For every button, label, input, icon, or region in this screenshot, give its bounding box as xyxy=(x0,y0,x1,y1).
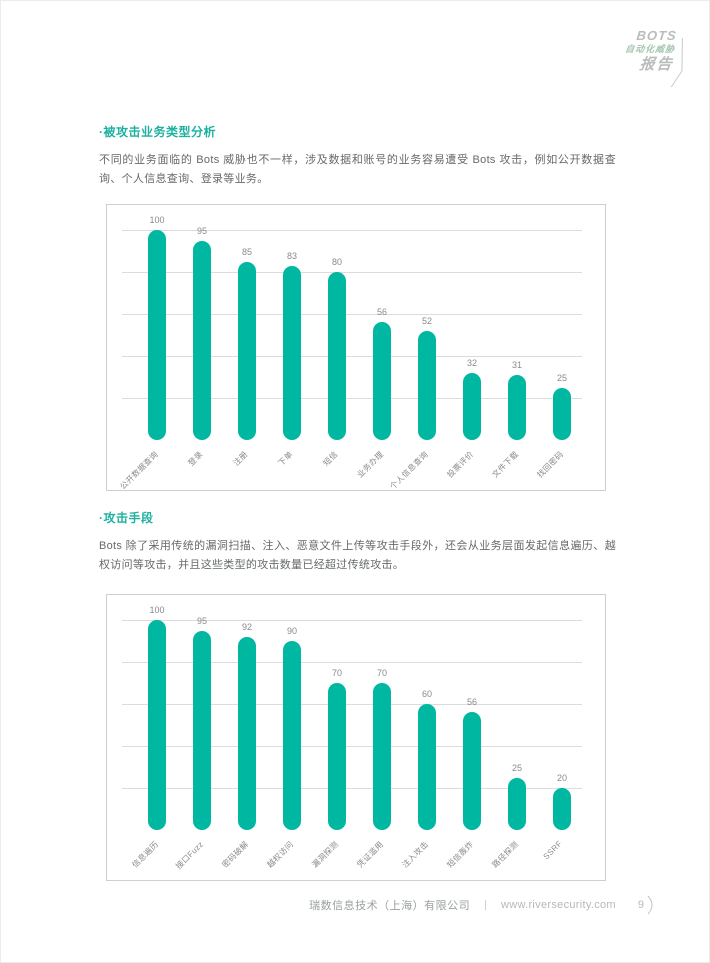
chart-category-label: 漏洞探测 xyxy=(310,839,341,870)
chart-value-label: 31 xyxy=(511,359,522,370)
chart-gridline xyxy=(122,620,582,621)
page-number-value: 9 xyxy=(637,899,644,911)
chart-value-label: 32 xyxy=(466,357,477,368)
bar-chart-panel-attack-methods: 100 信息遍历 95 接口Fuzz 92 密码破解 90 越权访问 70 漏洞探测 70 凭证滥用 6… xyxy=(106,594,606,881)
chart-value-label: 100 xyxy=(149,605,165,615)
chart-value-label: 20 xyxy=(556,773,567,783)
chart-bar xyxy=(553,788,571,830)
chart-value-label: 25 xyxy=(511,762,522,773)
chart-bar xyxy=(238,636,256,830)
chart-value-label: 92 xyxy=(241,621,252,632)
chart-category-label: 凭证滥用 xyxy=(355,839,386,870)
chart-category-label: 登录 xyxy=(186,449,206,468)
footer-divider: | xyxy=(484,899,487,911)
chart-gridline xyxy=(122,662,582,663)
chart-bar xyxy=(283,265,301,440)
chart-category-label: 注入攻击 xyxy=(400,839,431,870)
chart-value-label: 56 xyxy=(376,307,387,318)
chart-value-label: 83 xyxy=(286,250,297,261)
chart-category-label: 投票评价 xyxy=(445,449,476,480)
chart-gridline xyxy=(122,398,582,399)
chart-bar xyxy=(238,261,256,440)
section-paragraph: Bots 除了采用传统的漏洞扫描、注入、恶意文件上传等攻击手段外，还会从业务层面… xyxy=(99,540,616,571)
chart-bar xyxy=(373,683,391,830)
chart-category-label: SSRF xyxy=(542,839,565,862)
chart-category-label: 短信轰炸 xyxy=(445,839,476,870)
section-paragraph: 不同的业务面临的 Bots 威胁也不一样，涉及数据和账号的业务容易遭受 Bots… xyxy=(99,154,616,185)
chart-gridline xyxy=(122,356,582,357)
logo: BOTS 自动化威胁 报告 xyxy=(601,28,690,88)
chart-category-label: 下单 xyxy=(276,449,296,468)
logo-line-bots: BOTS xyxy=(635,28,678,43)
chart-value-label: 70 xyxy=(331,668,342,678)
chart-bar xyxy=(328,683,346,830)
chart-category-label: 短信 xyxy=(321,449,341,468)
chart-category-label: 注册 xyxy=(231,449,251,468)
chart-bar xyxy=(283,641,301,830)
chart-bar xyxy=(508,374,526,440)
logo-line-report: 报告 xyxy=(638,56,675,74)
chart-bar xyxy=(508,777,526,830)
page-number-arc-icon xyxy=(647,895,653,915)
chart-gridline xyxy=(122,704,582,705)
chart-bar xyxy=(193,630,211,830)
chart-bar xyxy=(148,230,166,440)
chart-bar xyxy=(193,240,211,440)
chart-gridline xyxy=(122,230,582,231)
chart-value-label: 70 xyxy=(376,668,387,678)
footer-company-name: 瑞数信息技术（上海）有限公司 xyxy=(309,900,471,912)
chart-category-label: 密码破解 xyxy=(220,839,251,870)
chart-value-label: 95 xyxy=(196,615,207,626)
chart-bar xyxy=(418,704,436,830)
chart-value-label: 52 xyxy=(421,315,432,326)
logo-line-subtitle: 自动化威胁 xyxy=(624,44,676,55)
section-heading-attacked-business-types: ·被攻击业务类型分析 xyxy=(99,125,216,139)
chart-value-label: 100 xyxy=(149,215,165,225)
chart-value-label: 80 xyxy=(331,257,342,267)
chart-bar xyxy=(553,387,571,440)
chart-value-label: 60 xyxy=(421,689,432,699)
bar-chart-panel-attacked-business-types: 100 公开数据查询 95 登录 85 注册 83 下单 80 短信 56 业务办理 52 个人信息查询 3… xyxy=(106,204,606,491)
chart-gridline xyxy=(122,788,582,789)
page-footer: 瑞数信息技术（上海）有限公司 | www.riversecurity.com 9 xyxy=(1,894,709,916)
chart-category-label: 文件下载 xyxy=(490,449,521,480)
logo-speech-tail-icon xyxy=(670,37,683,88)
chart-gridline xyxy=(122,746,582,747)
chart-category-label: 接口Fuzz xyxy=(173,839,206,871)
chart-value-label: 95 xyxy=(196,225,207,236)
chart-category-label: 业务办理 xyxy=(355,449,386,480)
footer-website: www.riversecurity.com xyxy=(500,899,616,911)
chart-gridline xyxy=(122,314,582,315)
chart-value-label: 25 xyxy=(556,372,567,383)
chart-category-label: 找回密码 xyxy=(535,449,566,480)
chart-value-label: 90 xyxy=(286,626,297,636)
chart-value-label: 56 xyxy=(466,697,477,708)
chart-category-label: 个人信息查询 xyxy=(388,449,431,492)
chart-category-label: 路径探测 xyxy=(490,839,521,870)
chart-value-label: 85 xyxy=(241,246,252,257)
chart-bar xyxy=(463,372,481,440)
chart-bar xyxy=(148,620,166,830)
chart-bar xyxy=(373,322,391,440)
chart-category-label: 公开数据查询 xyxy=(118,449,161,492)
section-heading-attack-methods: ·攻击手段 xyxy=(99,511,154,525)
chart-bar xyxy=(463,712,481,830)
chart-bar xyxy=(418,330,436,440)
chart-gridline xyxy=(122,272,582,273)
chart-category-label: 越权访问 xyxy=(265,839,296,870)
chart-category-label: 信息遍历 xyxy=(130,839,161,870)
page-number: 9 xyxy=(638,894,657,916)
chart-bar xyxy=(328,272,346,440)
